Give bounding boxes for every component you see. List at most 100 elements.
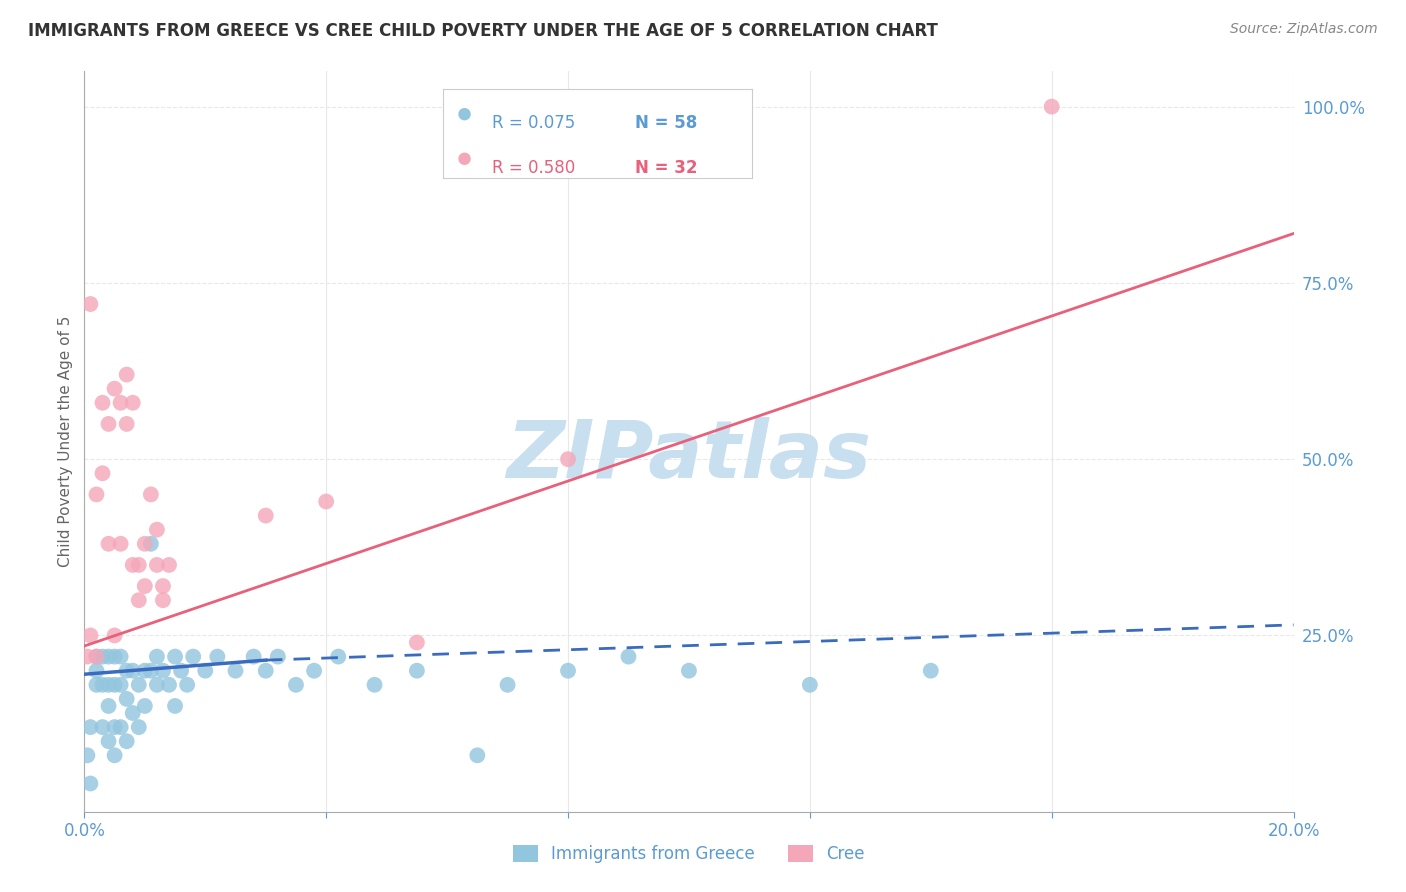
Point xyxy=(104,748,127,763)
Point xyxy=(128,593,150,607)
Point xyxy=(302,664,325,678)
Point xyxy=(91,678,114,692)
Point xyxy=(76,748,98,763)
Point xyxy=(146,678,169,692)
Point xyxy=(363,678,385,692)
Point xyxy=(97,537,120,551)
Point xyxy=(97,649,120,664)
Point xyxy=(315,494,337,508)
Point xyxy=(617,649,640,664)
Point xyxy=(128,720,150,734)
Point xyxy=(920,664,942,678)
Point xyxy=(79,628,101,642)
Point xyxy=(97,698,120,713)
Point xyxy=(406,664,429,678)
Point xyxy=(110,649,132,664)
Point xyxy=(207,649,229,664)
Point xyxy=(91,467,114,481)
Point xyxy=(285,678,308,692)
Point xyxy=(1040,100,1063,114)
Point xyxy=(128,558,150,572)
Text: ZIPatlas: ZIPatlas xyxy=(506,417,872,495)
Point xyxy=(104,678,127,692)
Text: N = 58: N = 58 xyxy=(634,114,697,132)
Point xyxy=(86,649,108,664)
Point xyxy=(134,664,156,678)
Text: R = 0.075: R = 0.075 xyxy=(492,114,575,132)
Point xyxy=(242,649,264,664)
Point xyxy=(104,628,127,642)
Point xyxy=(254,508,277,523)
Point xyxy=(176,678,198,692)
Point xyxy=(86,664,108,678)
Point xyxy=(128,678,150,692)
Point xyxy=(152,579,174,593)
Point xyxy=(146,558,169,572)
Point xyxy=(557,664,579,678)
Point xyxy=(467,748,489,763)
Point xyxy=(139,537,162,551)
Point xyxy=(86,649,108,664)
Point xyxy=(170,664,193,678)
Point xyxy=(121,664,143,678)
Point xyxy=(115,692,138,706)
Text: IMMIGRANTS FROM GREECE VS CREE CHILD POVERTY UNDER THE AGE OF 5 CORRELATION CHAR: IMMIGRANTS FROM GREECE VS CREE CHILD POV… xyxy=(28,22,938,40)
Point xyxy=(181,649,204,664)
Point xyxy=(557,452,579,467)
Point xyxy=(225,664,247,678)
Point xyxy=(165,698,187,713)
Point xyxy=(110,720,132,734)
Point xyxy=(134,537,156,551)
Point xyxy=(104,649,127,664)
Point xyxy=(453,107,475,121)
Point xyxy=(406,635,429,649)
Point xyxy=(76,649,98,664)
Point xyxy=(157,678,180,692)
Point xyxy=(115,734,138,748)
Point xyxy=(115,664,138,678)
Point xyxy=(157,558,180,572)
Point xyxy=(328,649,350,664)
Point xyxy=(165,649,187,664)
Point xyxy=(104,382,127,396)
Point xyxy=(79,776,101,790)
Point xyxy=(91,649,114,664)
Point xyxy=(134,579,156,593)
Point xyxy=(496,678,519,692)
Point xyxy=(453,152,475,166)
Point xyxy=(678,664,700,678)
Point xyxy=(79,720,101,734)
Point xyxy=(146,649,169,664)
Text: R = 0.580: R = 0.580 xyxy=(492,159,575,177)
Point xyxy=(86,487,108,501)
Point xyxy=(79,297,101,311)
Point xyxy=(91,396,114,410)
Point xyxy=(110,537,132,551)
Point xyxy=(97,417,120,431)
Point xyxy=(115,417,138,431)
Y-axis label: Child Poverty Under the Age of 5: Child Poverty Under the Age of 5 xyxy=(58,316,73,567)
Point xyxy=(267,649,290,664)
Legend: Immigrants from Greece, Cree: Immigrants from Greece, Cree xyxy=(506,838,872,870)
Point xyxy=(121,558,143,572)
Point xyxy=(97,678,120,692)
Point xyxy=(115,368,138,382)
Point xyxy=(104,720,127,734)
Text: Source: ZipAtlas.com: Source: ZipAtlas.com xyxy=(1230,22,1378,37)
Text: N = 32: N = 32 xyxy=(634,159,697,177)
Point xyxy=(97,734,120,748)
Point xyxy=(121,706,143,720)
Point xyxy=(134,698,156,713)
Point xyxy=(194,664,217,678)
Point xyxy=(152,593,174,607)
Point xyxy=(146,523,169,537)
Point xyxy=(110,678,132,692)
Point xyxy=(254,664,277,678)
Point xyxy=(110,396,132,410)
Point xyxy=(121,396,143,410)
Point xyxy=(86,678,108,692)
Point xyxy=(139,664,162,678)
Point xyxy=(799,678,821,692)
Point xyxy=(91,720,114,734)
Point xyxy=(152,664,174,678)
